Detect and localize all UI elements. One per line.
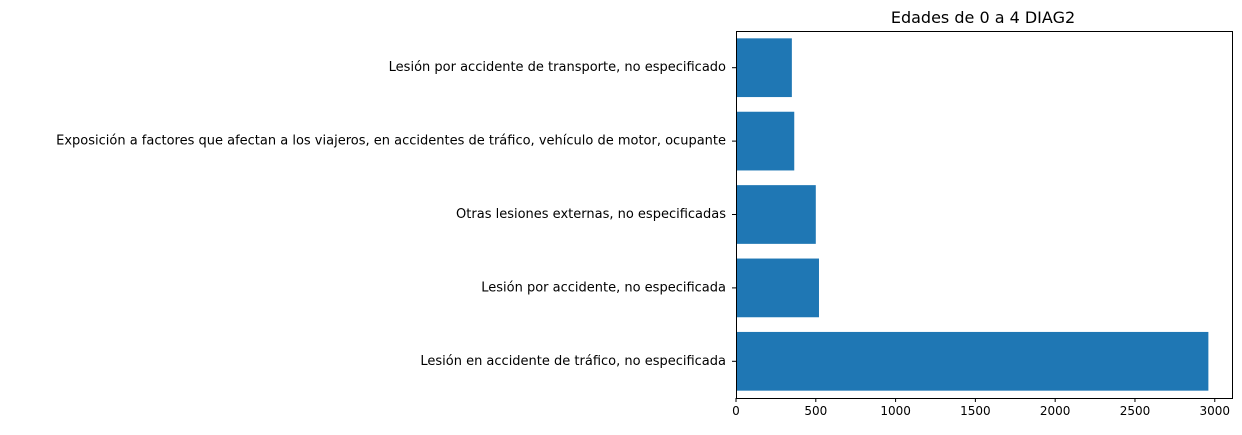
- chart-title: Edades de 0 a 4 DIAG2: [891, 8, 1075, 27]
- bar: [736, 38, 792, 98]
- category-label: Lesión por accidente de transporte, no e…: [389, 60, 726, 75]
- x-tick-label: 1000: [880, 404, 911, 418]
- category-labels: Lesión en accidente de tráfico, no espec…: [56, 60, 736, 369]
- x-tick-label: 2500: [1120, 404, 1151, 418]
- bar: [736, 111, 795, 171]
- category-label: Lesión en accidente de tráfico, no espec…: [420, 354, 726, 369]
- bar: [736, 331, 1209, 391]
- plot-frame: [736, 31, 1233, 399]
- x-axis-ticks: 0 500 1000 1500 2000 2500 3000: [732, 398, 1230, 418]
- category-label: Otras lesiones externas, no especificada…: [456, 207, 726, 222]
- x-tick-label: 500: [804, 404, 827, 418]
- x-tick-label: 3000: [1199, 404, 1230, 418]
- category-label: Exposición a factores que afectan a los …: [56, 134, 726, 149]
- bar: [736, 185, 816, 244]
- category-label: Lesión por accidente, no especificada: [481, 280, 726, 295]
- x-tick-label: 1500: [960, 404, 991, 418]
- x-tick-label: 0: [732, 404, 740, 418]
- x-tick-label: 2000: [1040, 404, 1071, 418]
- bars-group: [736, 38, 1209, 391]
- bar: [736, 258, 819, 318]
